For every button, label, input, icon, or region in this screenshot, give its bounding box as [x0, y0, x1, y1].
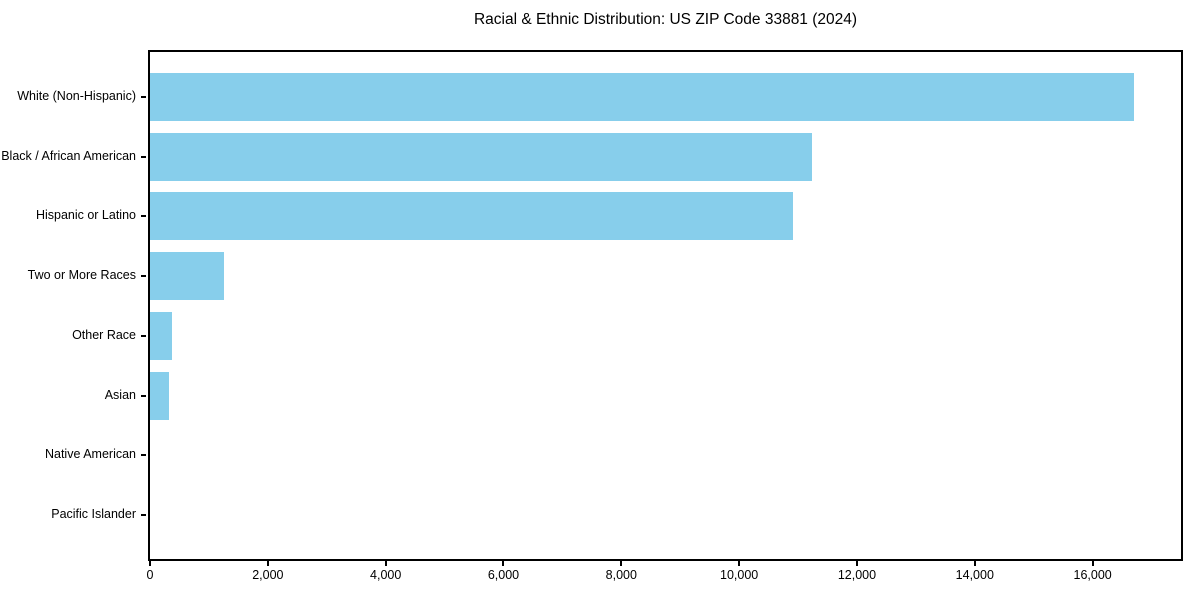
- y-tick: [141, 275, 146, 278]
- x-axis-label: 2,000: [252, 568, 284, 582]
- bar-black-african-american: [150, 132, 813, 181]
- chart-title: Racial & Ethnic Distribution: US ZIP Cod…: [473, 11, 858, 28]
- y-tick: [141, 155, 146, 158]
- x-axis-label: 4,000: [370, 568, 402, 582]
- x-axis-label: 10,000: [720, 568, 759, 582]
- y-tick: [141, 215, 146, 218]
- x-tick: [855, 561, 858, 566]
- y-tick: [141, 334, 146, 337]
- bar-other-race: [150, 311, 172, 360]
- x-tick: [266, 561, 269, 566]
- x-tick: [149, 561, 151, 566]
- y-axis-label: White (Non-Hispanic): [17, 89, 136, 103]
- x-tick: [973, 561, 976, 566]
- y-axis-label: Native American: [44, 447, 136, 462]
- y-axis-label: Hispanic or Latino: [35, 208, 136, 223]
- x-tick: [1091, 561, 1094, 566]
- x-tick: [384, 561, 387, 566]
- y-tick: [141, 513, 146, 516]
- x-tick: [738, 561, 741, 566]
- x-tick: [620, 561, 623, 566]
- x-axis-label: 0: [146, 568, 154, 582]
- bar-hispanic-or-latino: [150, 192, 793, 241]
- x-axis-label: 8,000: [605, 568, 637, 582]
- x-axis-label: 6,000: [487, 568, 520, 582]
- x-axis-label: 14,000: [955, 568, 994, 582]
- y-axis-label: Asian: [104, 387, 136, 402]
- y-tick: [141, 394, 146, 397]
- bar-two-or-more-races: [150, 252, 225, 301]
- plot-area: [148, 50, 1183, 561]
- x-axis-label: 12,000: [837, 568, 877, 582]
- y-axis-label: Pacific Islander: [51, 506, 136, 521]
- y-axis-label: Two or More Races: [27, 268, 136, 283]
- x-tick: [502, 561, 505, 566]
- bar-asian: [150, 371, 169, 420]
- bar-white-non-hispanic: [150, 73, 1134, 121]
- y-tick: [141, 96, 146, 98]
- y-axis-label: Black / African American: [1, 148, 136, 163]
- x-axis-label: 16,000: [1073, 568, 1112, 582]
- y-tick: [141, 454, 146, 457]
- y-axis-label: Other Race: [72, 327, 136, 342]
